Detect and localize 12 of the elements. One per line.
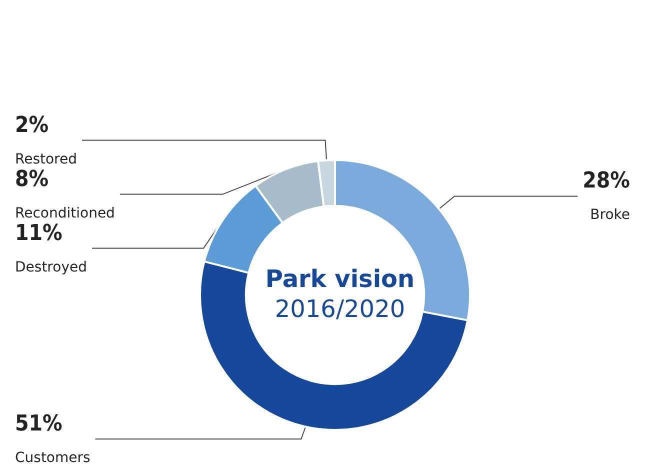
data-label: 8% bbox=[15, 166, 49, 192]
data-label: 2% bbox=[15, 112, 49, 138]
data-label: 28% bbox=[582, 168, 630, 194]
slice-label: Broke bbox=[590, 207, 630, 224]
text: 2016/2020 bbox=[274, 295, 406, 323]
slice-label: Destroyed bbox=[15, 259, 87, 276]
text: Park vision bbox=[265, 265, 415, 293]
data-label: 11% bbox=[15, 220, 63, 246]
slice-label: Reconditioned bbox=[15, 205, 115, 222]
slice-label: Customers bbox=[15, 450, 90, 466]
slice-label: Restored bbox=[15, 151, 78, 168]
data-label: 51% bbox=[15, 412, 63, 436]
